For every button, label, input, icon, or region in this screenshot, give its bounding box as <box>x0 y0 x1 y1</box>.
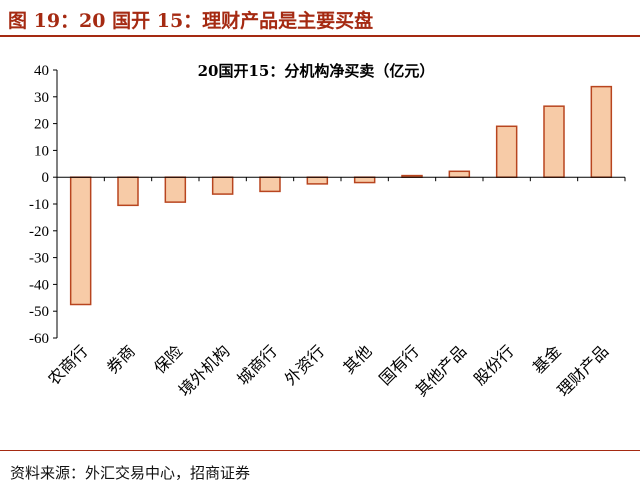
bar <box>306 176 329 185</box>
x-tick-label: 理财产品 <box>553 341 612 400</box>
y-tick-label: 0 <box>42 170 50 186</box>
bar <box>259 176 281 193</box>
bar <box>211 176 234 195</box>
bar <box>164 176 187 203</box>
y-tick-label: -40 <box>29 277 49 293</box>
x-tick-label: 券商 <box>103 341 139 377</box>
y-tick-label: -30 <box>29 251 49 267</box>
y-tick-label: -60 <box>29 331 49 347</box>
x-tick-label: 其他产品 <box>411 341 470 400</box>
x-tick-label: 境外机构 <box>175 341 234 400</box>
figure-title: 图 19：20 国开 15：理财产品是主要买盘 <box>8 10 374 32</box>
footer-rule <box>0 450 640 451</box>
bar <box>117 176 139 207</box>
chart-area: 20国开15：分机构净买卖（亿元） 40 30 20 10 0 -10 -20 -30 -40 -… <box>0 44 640 449</box>
x-tick-label: 外资行 <box>281 341 328 388</box>
x-tick-label: 农商行 <box>44 341 91 388</box>
y-tick-label: 40 <box>34 63 49 79</box>
bar <box>353 176 376 184</box>
x-tick-label: 基金 <box>529 341 565 377</box>
x-tick-label: 其他 <box>339 341 375 377</box>
y-tick-label: -20 <box>29 224 49 240</box>
y-tick-label: 10 <box>34 143 49 159</box>
x-tick-label: 保险 <box>150 341 186 377</box>
bar <box>448 170 471 178</box>
x-tick-label: 城商行 <box>233 341 280 388</box>
y-tick-label: -10 <box>29 197 49 213</box>
bar <box>69 176 92 306</box>
header-rule <box>0 35 640 37</box>
figure-source: 资料来源：外汇交易中心，招商证券 <box>10 464 251 482</box>
bar <box>543 105 565 178</box>
bar-chart: 20国开15：分机构净买卖（亿元） 40 30 20 10 0 -10 -20 -30 -40 -… <box>29 62 626 400</box>
y-tick-label: 20 <box>34 117 49 133</box>
bar <box>495 125 518 178</box>
bar <box>590 85 613 178</box>
chart-title: 20国开15：分机构净买卖（亿元） <box>198 62 435 80</box>
figure-footer: 资料来源：外汇交易中心，招商证券 <box>0 450 640 494</box>
y-axis: 40 30 20 10 0 -10 -20 -30 -40 -50 -60 <box>29 63 58 347</box>
x-tick-label: 股份行 <box>470 341 517 388</box>
figure-header: 图 19：20 国开 15：理财产品是主要买盘 <box>0 0 640 40</box>
y-tick-label: -50 <box>29 304 49 320</box>
y-tick-label: 30 <box>34 90 49 106</box>
bar-series <box>69 85 613 306</box>
